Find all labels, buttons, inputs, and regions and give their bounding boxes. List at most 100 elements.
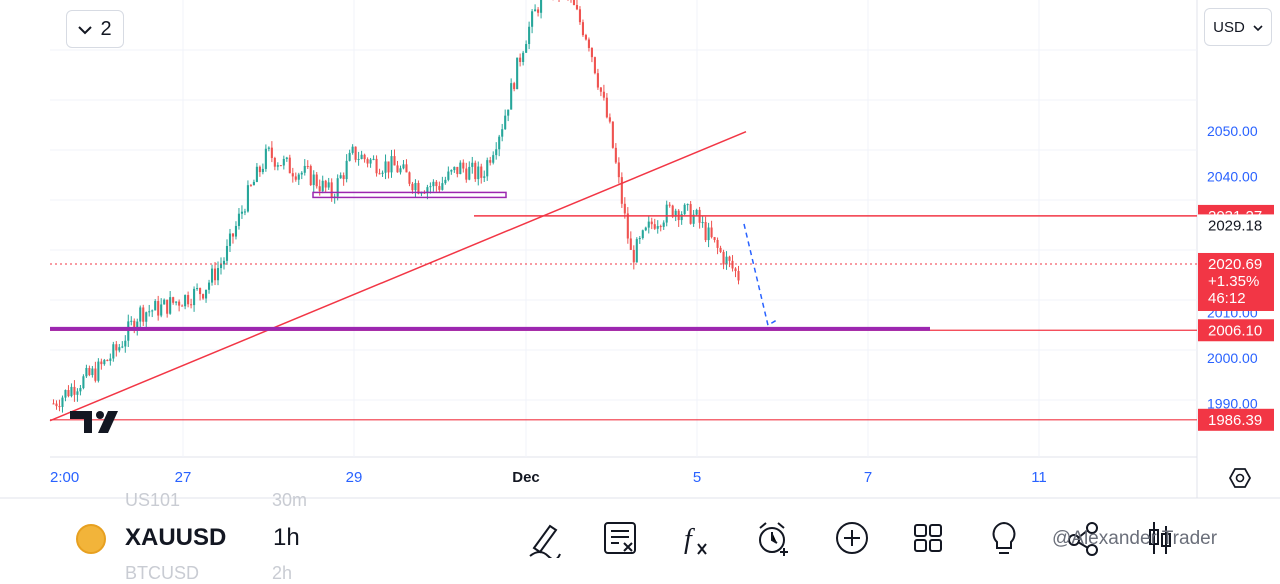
share-icon[interactable] (1066, 518, 1102, 558)
candle-body (638, 238, 641, 240)
candle-body (357, 158, 360, 160)
candle-body (354, 146, 357, 160)
x-tick-label: 11 (1031, 469, 1047, 486)
candle-body (692, 214, 695, 224)
candle-body (444, 179, 447, 184)
candle-body (309, 166, 312, 186)
candle-body (429, 186, 432, 188)
object-tree-icon[interactable] (602, 518, 638, 558)
candle-body (453, 166, 456, 171)
trendline (49, 131, 747, 422)
candle-body (483, 176, 486, 178)
candle-body (363, 154, 366, 160)
level-mid-tag-bg (1198, 319, 1274, 342)
candle-body (417, 183, 420, 194)
candle-body (489, 160, 492, 163)
candle-body (402, 164, 405, 169)
crosshair-price-tag-text: 2029.18 (1208, 217, 1262, 234)
candle-body (375, 158, 378, 174)
add-circle-icon[interactable] (834, 518, 870, 558)
candle-body (55, 403, 58, 407)
candle-body (372, 158, 375, 160)
candle-body (381, 172, 384, 174)
candle-body (133, 320, 136, 331)
candle-body (345, 160, 348, 180)
layouts-grid-icon[interactable] (910, 518, 946, 558)
candle-body (528, 26, 531, 45)
candle-body (399, 168, 402, 173)
candle-body (163, 299, 166, 305)
level-low-tag-text: 1986.39 (1208, 412, 1262, 429)
candle-body (255, 166, 258, 182)
price-chart[interactable]: 2050.002040.002010.002000.001990.002031.… (0, 0, 1280, 500)
svg-text:f: f (684, 524, 695, 555)
candle-body (662, 222, 665, 227)
candles (52, 0, 740, 413)
current-price-line-0: 2020.69 (1208, 256, 1262, 273)
candle-body (378, 173, 381, 175)
candle-body (611, 121, 614, 148)
candle-body (213, 268, 217, 281)
timeframe-selector[interactable]: 1h (273, 524, 300, 551)
candle-body (516, 57, 519, 90)
candle-body (207, 282, 211, 290)
alert-add-icon[interactable] (756, 518, 792, 558)
candle-body (285, 157, 288, 159)
candle-body (680, 214, 683, 221)
candle-body (734, 268, 737, 272)
faded-timeframe-below: 2h (272, 563, 293, 583)
candle-body (225, 245, 229, 261)
y-tick-label: 1990.00 (1207, 395, 1258, 411)
candle-body (701, 222, 704, 224)
ideas-lightbulb-icon[interactable] (986, 518, 1022, 558)
candle-body (348, 152, 351, 161)
symbol-selector[interactable]: XAUUSD (125, 524, 227, 551)
candle-body (166, 299, 169, 314)
candle-body (306, 165, 309, 167)
settings-icon (1228, 468, 1252, 488)
candle-body (599, 87, 602, 92)
draw-pen-icon[interactable] (526, 518, 562, 558)
candle-body (231, 233, 235, 237)
candle-body (234, 225, 238, 237)
candle-body (130, 320, 133, 322)
candle-body (581, 22, 585, 36)
candle-body (64, 390, 67, 398)
current-price-line-1: +1.35% (1208, 273, 1259, 290)
candle-body (369, 159, 372, 164)
candle-body (205, 289, 208, 299)
candle-body (124, 340, 127, 347)
candle-body (426, 187, 429, 194)
candle-body (246, 185, 249, 212)
candle-body (602, 91, 605, 98)
candle-body (438, 186, 441, 190)
candle-body (270, 147, 273, 158)
indicators-icon[interactable]: f (680, 518, 716, 558)
candle-body (169, 297, 172, 314)
candle-body (665, 204, 668, 223)
candle-body (689, 204, 692, 224)
candle-body (193, 288, 196, 306)
projection-path (743, 223, 779, 327)
candle-body (513, 83, 516, 90)
layout-selector-button[interactable]: 2 (66, 10, 124, 48)
candle-body (420, 192, 423, 194)
candle-body (587, 39, 590, 48)
candle-body (52, 403, 55, 405)
candle-body (474, 162, 477, 180)
x-tick-label: 27 (175, 469, 192, 486)
candle-body (384, 161, 387, 173)
candle-body (172, 297, 175, 303)
currency-button[interactable]: USD (1204, 8, 1272, 46)
crosshair-price-tag: 2029.18 (1198, 214, 1274, 237)
crosshair-price-tag-bg (1198, 214, 1274, 237)
layout-count: 2 (100, 17, 112, 40)
candle-body (408, 172, 411, 184)
level-low-tag-bg (1198, 408, 1274, 431)
candle-body (73, 386, 76, 395)
candles-icon[interactable] (1142, 518, 1178, 558)
candle-body (294, 176, 297, 180)
candle-body (288, 157, 291, 174)
candle-body (97, 361, 100, 381)
